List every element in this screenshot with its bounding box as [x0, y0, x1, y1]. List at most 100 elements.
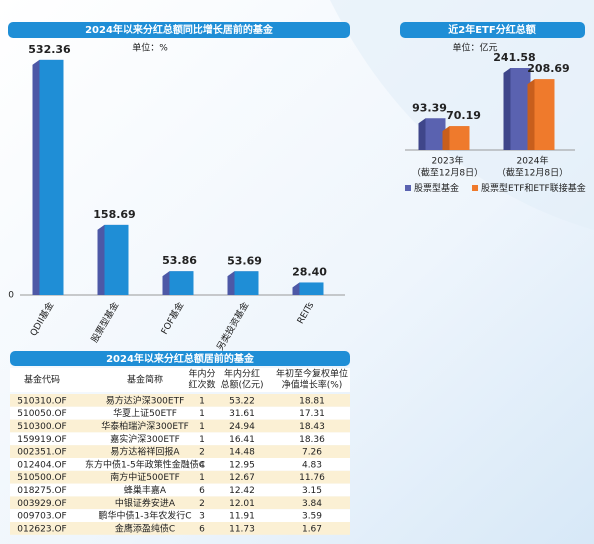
chart-title: 近2年ETF分红总额 [448, 23, 535, 36]
table-cell: 24.94 [229, 422, 255, 432]
bar [425, 118, 446, 150]
bar [449, 126, 470, 150]
value-label: 93.39 [412, 101, 447, 114]
bar [104, 224, 129, 295]
table-cell: 华夏上证50ETF [113, 407, 177, 419]
table-row-bg [10, 483, 350, 497]
table-title: 2024年以来分红总额居前的基金 [106, 352, 255, 365]
table-cell: 11.73 [229, 524, 255, 534]
value-label: 28.40 [292, 265, 327, 278]
bar [299, 282, 324, 295]
table-row-bg [10, 458, 350, 471]
table-cell: 12.01 [229, 499, 255, 509]
table-cell: 012623.OF [17, 524, 66, 534]
table-cell: 012404.OF [17, 460, 66, 470]
value-label: 53.86 [162, 254, 197, 267]
bar-side [97, 224, 105, 295]
legend-label: 股票型基金 [414, 182, 459, 194]
table-cell: 31.61 [229, 409, 255, 419]
table-cell: 510500.OF [17, 473, 66, 483]
table-cell: 鹏华中债1-3年农发行C [99, 510, 192, 522]
bar-side [32, 59, 40, 296]
table-cell: 易方达裕祥回报A [110, 446, 180, 458]
x-tick-label: 2023年 [432, 155, 464, 167]
table-cell: 嘉实沪深300ETF [110, 433, 180, 445]
table-cell: 6 [199, 524, 205, 534]
table-cell: 1 [199, 422, 205, 432]
table-header: 红次数 [188, 379, 215, 391]
table-cell: 18.36 [299, 435, 325, 445]
table-cell: 18.81 [299, 396, 325, 406]
table-cell: 4 [199, 460, 205, 470]
table-cell: 018275.OF [17, 486, 66, 496]
table-header-bg [10, 368, 350, 392]
table-cell: 1 [199, 473, 205, 483]
table-header: 年初至今复权单位 [276, 368, 348, 380]
table-row-bg [10, 522, 350, 535]
table-cell: 18.43 [299, 422, 325, 432]
table-cell: 3.84 [302, 499, 322, 509]
value-label: 532.36 [28, 43, 71, 56]
decor [330, 0, 594, 230]
legend-swatch [472, 185, 479, 191]
y-tick-label: 0 [8, 291, 14, 301]
legend-label: 股票型ETF和ETF联接基金 [481, 182, 586, 194]
table-cell: 7.26 [302, 448, 322, 458]
table-header: 基金代码 [24, 374, 60, 386]
bar-side [503, 68, 511, 150]
table-row-bg [10, 445, 350, 458]
bar-side [227, 271, 235, 295]
title-bar [8, 22, 350, 38]
value-label: 208.69 [527, 62, 569, 75]
table-cell: 003929.OF [17, 499, 66, 509]
unit-label: 单位：亿元 [452, 42, 497, 54]
x-tick-label: 2024年 [517, 155, 549, 167]
table-row-bg [10, 406, 350, 420]
table-header: 年内分 [188, 368, 215, 380]
table-cell: 3.59 [302, 512, 322, 522]
bar [510, 68, 531, 150]
table-cell: 510300.OF [17, 422, 66, 432]
table-cell: 12.95 [229, 460, 255, 470]
table-cell: 南方中证500ETF [110, 471, 180, 483]
table-cell: 蜂巢丰嘉A [124, 484, 167, 496]
bar-side [442, 126, 450, 150]
table-cell: 金鹰添盈纯债C [115, 522, 175, 534]
table-cell: 16.41 [229, 435, 255, 445]
bar [169, 271, 194, 295]
table-header: 基金简称 [127, 374, 163, 386]
table-row-bg [10, 470, 350, 484]
table-header: 年内分红 [224, 368, 260, 380]
table-cell: 2 [199, 448, 205, 458]
table-cell: 12.67 [229, 473, 255, 483]
table-row-bg [10, 419, 350, 433]
table-row-bg [10, 509, 350, 522]
table-cell: 14.48 [229, 448, 255, 458]
bar-side [527, 79, 535, 150]
table-row-bg [10, 496, 350, 510]
table-header: 净值增长率(%) [282, 379, 343, 391]
table-cell: 17.31 [299, 409, 325, 419]
table-cell: 2 [199, 499, 205, 509]
table-cell: 3.15 [302, 486, 322, 496]
table-cell: 510310.OF [17, 396, 66, 406]
bar-side [162, 271, 170, 295]
table-cell: 009703.OF [17, 512, 66, 522]
table-cell: 1 [199, 396, 205, 406]
table-cell: 1 [199, 409, 205, 419]
value-label: 70.19 [446, 109, 481, 122]
table-cell: 东方中债1-5年政策性金融债C [85, 458, 205, 470]
chart-title: 2024年以来分红总额同比增长居前的基金 [85, 23, 274, 36]
unit-label: 单位：% [132, 42, 168, 54]
value-label: 241.58 [493, 51, 535, 64]
table-header: 总额(亿元) [220, 379, 263, 391]
table-cell: 159919.OF [17, 435, 66, 445]
table-row-bg [10, 432, 350, 446]
table-cell: 3 [199, 512, 205, 522]
table-cell: 4.83 [302, 460, 322, 470]
table-cell: 11.76 [299, 473, 325, 483]
value-label: 53.69 [227, 254, 262, 267]
table-cell: 510050.OF [17, 409, 66, 419]
